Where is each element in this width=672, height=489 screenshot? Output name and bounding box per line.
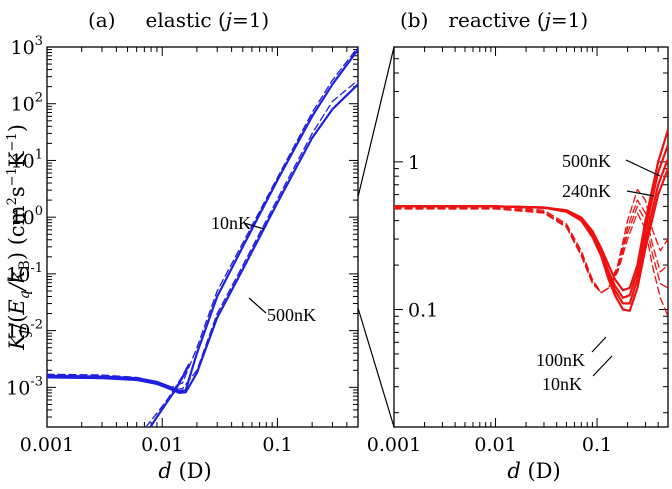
series-line-100nK-dashed [394, 205, 668, 294]
series-line-500nK-dashed [394, 188, 668, 294]
annotation-pointer [625, 159, 661, 177]
x-tick-label: 0.001 [20, 434, 74, 456]
annotation-pointer [243, 222, 265, 230]
series-line-10nK-dashed [145, 363, 190, 427]
zoom-connector-top [357, 46, 395, 198]
annotation-label-100nK: 100nK [536, 350, 585, 370]
annotation-pointer [592, 355, 613, 377]
panel-a-frame [46, 46, 359, 428]
series-line-240nK-dashed [394, 199, 668, 294]
series-line-10nK-solid [149, 363, 190, 427]
y-tick-label: 101 [11, 147, 43, 172]
y-tick-label: 10-1 [6, 261, 43, 286]
annotation-pointer [591, 336, 607, 353]
series-line-500nK-dashed [47, 79, 358, 391]
y-tick-label: 10-3 [6, 374, 43, 399]
panel-b-x-axis-title: d (D) [507, 459, 560, 483]
chart-marks: 0.001 0.01 0.1 10-3 10-2 10-1 100 101 102 103 0.00… [6, 34, 669, 456]
x-tick-label: 0.01 [474, 434, 516, 456]
x-tick-label: 0.1 [582, 434, 612, 456]
panel-a-title: (a) elastic (j=1) [88, 8, 269, 32]
annotation-label-500nK: 500nK [562, 151, 611, 171]
x-tick-label: 0.1 [262, 434, 292, 456]
annotation-label-10nK: 10nK [542, 374, 582, 394]
zoom-connector-bottom [357, 307, 395, 428]
panel-a-x-axis-title: d (D) [158, 459, 211, 483]
panel-b-frame [393, 46, 669, 428]
annotation-pointer [248, 297, 267, 314]
y-tick-label: 103 [11, 34, 43, 59]
y-tick-label: 0.1 [408, 300, 438, 322]
y-tick-label: 102 [11, 91, 43, 116]
x-tick-label: 0.001 [367, 434, 421, 456]
y-tick-label: 10-2 [6, 318, 43, 343]
annotation-label-10nK: 10nK [211, 213, 251, 233]
y-tick-label: 100 [11, 204, 43, 229]
series-line-10nK-solid [47, 48, 358, 393]
panel-b-title: (b) reactive (j=1) [400, 8, 588, 32]
panel-a-y-axis-title: Kj/(Eq/kB) (cm2s−1K−1) [5, 124, 33, 351]
annotation-label-500nK: 500nK [267, 305, 316, 325]
series-line-10nK-solid [394, 167, 668, 312]
annotation-pointer [626, 190, 655, 197]
y-tick-label: 1 [408, 152, 420, 174]
x-tick-label: 0.01 [141, 434, 183, 456]
series-line-500nK-solid [47, 83, 358, 394]
series-line-10nK-dashed [47, 47, 358, 388]
annotation-label-240nK: 240nK [562, 181, 611, 201]
